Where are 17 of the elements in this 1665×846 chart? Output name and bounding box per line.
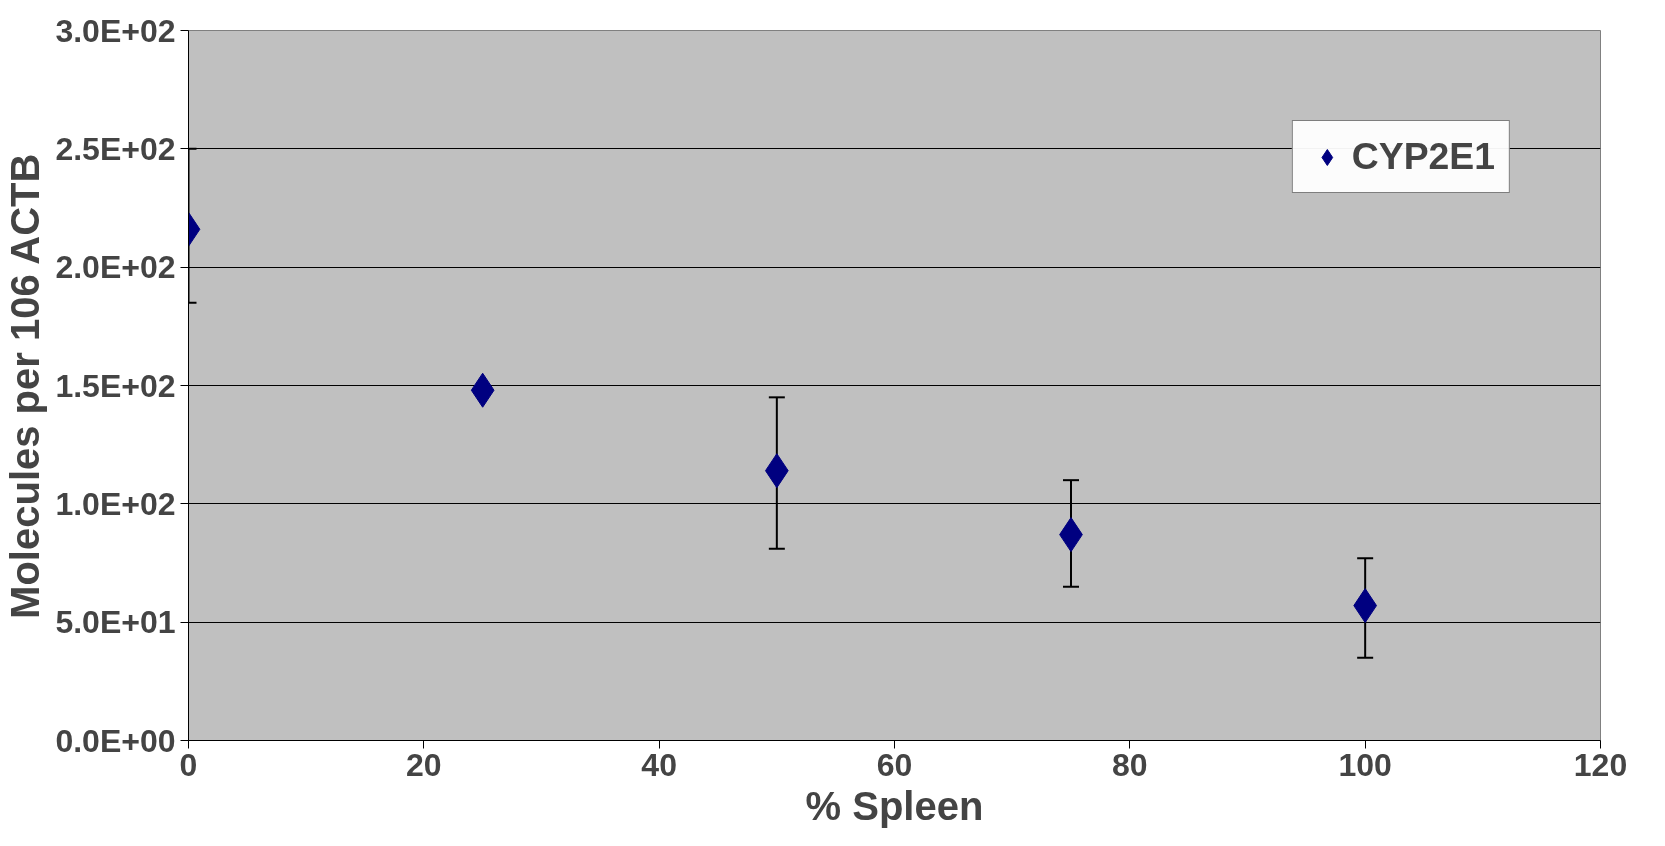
y-tick-label: 0.0E+00 <box>55 722 176 759</box>
x-tick-label: 60 <box>876 746 913 783</box>
legend-label: CYP2E1 <box>1351 135 1495 178</box>
x-tick-label: 100 <box>1338 746 1392 783</box>
y-tick-label: 2.5E+02 <box>55 130 176 167</box>
x-tick-label: 20 <box>406 746 442 783</box>
y-tick-label: 1.0E+02 <box>55 485 176 522</box>
y-axis-title: Molecules per 106 ACTB <box>3 153 48 619</box>
y-tick-label: 3.0E+02 <box>55 12 176 49</box>
x-tick-label: 40 <box>641 746 677 783</box>
y-tick-label: 1.5E+02 <box>55 367 176 404</box>
x-axis-title: % Spleen <box>805 783 984 828</box>
y-tick-label: 5.0E+01 <box>55 604 176 641</box>
x-tick-label: 120 <box>1573 746 1628 783</box>
x-tick-label: 0 <box>179 746 198 783</box>
y-tick-label: 2.0E+02 <box>55 249 176 286</box>
x-tick-label: 80 <box>1112 746 1148 783</box>
